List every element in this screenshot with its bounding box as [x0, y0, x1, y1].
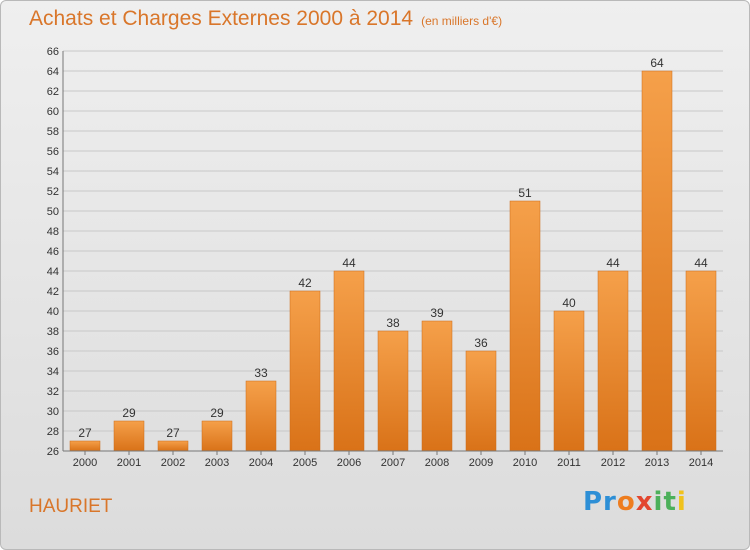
data-label: 42	[298, 276, 312, 290]
x-tick-label: 2007	[381, 457, 405, 469]
data-label: 44	[342, 256, 356, 270]
bar	[685, 270, 717, 452]
y-tick-label: 44	[47, 266, 59, 278]
y-tick-label: 56	[47, 146, 59, 158]
data-label: 44	[694, 256, 708, 270]
x-tick-label: 2008	[425, 457, 449, 469]
x-tick-label: 2013	[645, 457, 669, 469]
bar	[157, 440, 189, 452]
y-tick-label: 52	[47, 186, 59, 198]
bars: 27 29 27 29 33 42 44 38 39 36 51 40 44 64 44	[69, 56, 717, 452]
bar	[377, 330, 409, 452]
x-tick-label: 2011	[557, 457, 581, 469]
data-label: 39	[430, 306, 444, 320]
x-tick-label: 2010	[513, 457, 537, 469]
y-axis: 26 28 30 32 34 36 38 40 42 44 46 48 50 52 54 56 58 60 62 64…	[47, 46, 64, 458]
data-label: 33	[254, 366, 268, 380]
logo-part: o	[616, 487, 636, 517]
x-axis: 2000 2001 2002 2003 2004 2005 2006 2007 2008 2009…	[63, 450, 723, 469]
data-label: 64	[650, 56, 664, 70]
bar	[641, 70, 673, 452]
bar	[553, 310, 585, 452]
y-tick-label: 60	[47, 106, 59, 118]
x-tick-label: 2003	[205, 457, 229, 469]
y-tick-label: 36	[47, 346, 59, 358]
chart-unit: (en milliers d'€)	[421, 14, 503, 28]
y-tick-label: 64	[47, 66, 59, 78]
data-label: 51	[518, 186, 532, 200]
x-tick-label: 2012	[601, 457, 625, 469]
y-tick-label: 58	[47, 126, 59, 138]
logo-part: it	[653, 487, 677, 517]
x-tick-label: 2001	[117, 457, 141, 469]
bar	[289, 290, 321, 452]
bar	[421, 320, 453, 452]
y-tick-label: 28	[47, 426, 59, 438]
data-label: 27	[166, 426, 180, 440]
y-tick-label: 54	[47, 166, 59, 178]
y-tick-label: 40	[47, 306, 59, 318]
x-tick-label: 2014	[689, 457, 713, 469]
y-tick-label: 34	[47, 366, 59, 378]
y-tick-label: 30	[47, 406, 59, 418]
x-tick-label: 2000	[73, 457, 97, 469]
bar	[333, 270, 365, 452]
town-name: HAURIET	[29, 496, 113, 517]
y-tick-label: 26	[47, 446, 59, 458]
x-tick-label: 2002	[161, 457, 185, 469]
y-tick-label: 48	[47, 226, 59, 238]
chart-title-text: Achats et Charges Externes 2000 à 2014	[29, 7, 414, 30]
x-tick-label: 2005	[293, 457, 317, 469]
logo-part: x	[635, 487, 654, 517]
x-tick-label: 2004	[249, 457, 273, 469]
y-tick-label: 46	[47, 246, 59, 258]
data-label: 38	[386, 316, 400, 330]
data-label: 36	[474, 336, 488, 350]
data-label: 29	[122, 406, 136, 420]
y-tick-label: 32	[47, 386, 59, 398]
logo-part: i	[676, 487, 687, 517]
bar	[465, 350, 497, 452]
data-label: 40	[562, 296, 576, 310]
y-tick-label: 42	[47, 286, 59, 298]
y-tick-label: 38	[47, 326, 59, 338]
logo-part: Pr	[583, 487, 617, 517]
data-label: 44	[606, 256, 620, 270]
bar	[69, 440, 101, 452]
proxiti-logo: Proxiti	[583, 487, 687, 517]
data-label: 27	[78, 426, 92, 440]
bar	[597, 270, 629, 452]
y-tick-label: 62	[47, 86, 59, 98]
chart-title: Achats et Charges Externes 2000 à 2014 (e…	[29, 7, 502, 31]
bar	[201, 420, 233, 452]
bar	[509, 200, 541, 452]
y-tick-label: 66	[47, 46, 59, 58]
data-label: 29	[210, 406, 224, 420]
bar	[245, 380, 277, 452]
y-tick-label: 50	[47, 206, 59, 218]
x-tick-label: 2006	[337, 457, 361, 469]
bar	[113, 420, 145, 452]
x-tick-label: 2009	[469, 457, 493, 469]
